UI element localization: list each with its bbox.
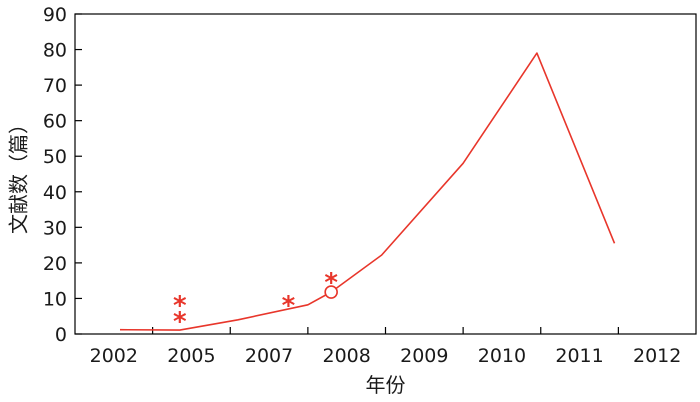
annotation-asterisk: * xyxy=(282,291,296,321)
x-tick-label: 2009 xyxy=(400,345,448,367)
y-axis-title: 文献数（篇） xyxy=(7,114,31,234)
y-tick-label: 80 xyxy=(43,40,67,62)
x-axis-title: 年份 xyxy=(366,373,406,397)
annotations: **** xyxy=(173,268,338,337)
y-tick-label: 60 xyxy=(43,111,67,133)
y-tick-label: 20 xyxy=(43,253,67,275)
plot-frame xyxy=(74,13,697,335)
x-tick-label: 2002 xyxy=(90,345,138,367)
series-lines xyxy=(119,52,616,331)
annotation-asterisk: * xyxy=(173,307,187,337)
y-tick-label: 50 xyxy=(43,146,67,168)
x-tick-label: 2007 xyxy=(245,345,293,367)
x-tick-label: 2012 xyxy=(633,345,681,367)
x-tick-label: 2008 xyxy=(323,345,371,367)
y-tick-label: 30 xyxy=(43,217,67,239)
y-axis-ticks: 0 10 20 30 40 50 60 70 80 90 xyxy=(43,4,82,346)
x-tick-label: 2011 xyxy=(555,345,603,367)
x-tick-label: 2010 xyxy=(478,345,526,367)
y-tick-label: 40 xyxy=(43,182,67,204)
annotation-circle-marker xyxy=(324,285,338,299)
x-axis-ticks: 2002 2005 2007 2008 2009 2010 2011 2012 xyxy=(90,327,681,367)
y-tick-label: 70 xyxy=(43,75,67,97)
series-line xyxy=(119,52,616,331)
y-tick-label: 0 xyxy=(55,324,67,346)
annotation-asterisk: * xyxy=(173,291,187,321)
x-tick-label: 2005 xyxy=(167,345,215,367)
plot-area-border xyxy=(74,13,697,335)
y-tick-label: 10 xyxy=(43,288,67,310)
y-tick-label: 90 xyxy=(43,4,67,26)
